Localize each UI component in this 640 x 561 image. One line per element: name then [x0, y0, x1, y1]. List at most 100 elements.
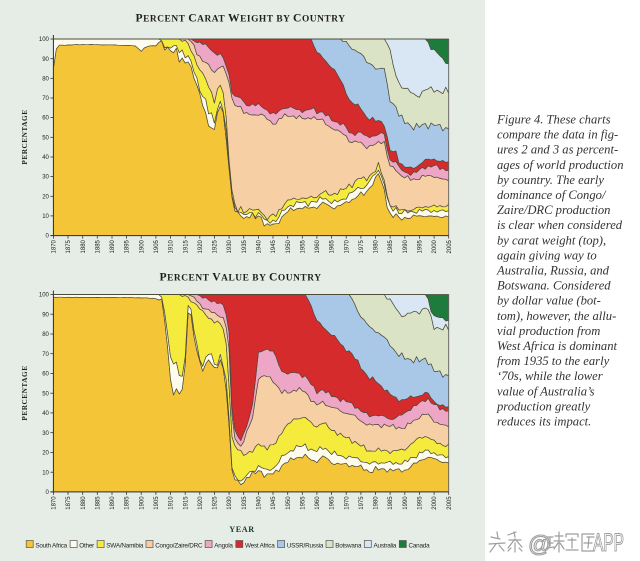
svg-text:1960: 1960 [315, 239, 321, 253]
svg-text:1930: 1930 [227, 496, 233, 510]
svg-text:1945: 1945 [271, 239, 277, 253]
svg-text:Zaire/DRC production: Zaire/DRC production [497, 203, 610, 217]
svg-text:1995: 1995 [418, 239, 424, 253]
svg-text:1980: 1980 [374, 496, 380, 510]
svg-text:by country. The early: by country. The early [497, 173, 604, 187]
svg-text:70: 70 [42, 352, 49, 358]
svg-text:1955: 1955 [300, 239, 306, 253]
svg-text:‘70s, while the lower: ‘70s, while the lower [497, 369, 603, 383]
svg-text:@: @ [528, 531, 551, 557]
svg-text:value of Australia’s: value of Australia’s [497, 384, 595, 398]
svg-text:PERCENT VALUE BY COUNTRY: PERCENT VALUE BY COUNTRY [159, 271, 321, 284]
svg-text:2000: 2000 [432, 496, 438, 510]
svg-text:1950: 1950 [286, 496, 292, 510]
svg-text:South Africa: South Africa [35, 542, 67, 549]
svg-text:Botswana. Considered: Botswana. Considered [497, 279, 611, 293]
svg-text:1980: 1980 [374, 239, 380, 253]
svg-text:30: 30 [42, 431, 49, 437]
svg-text:tom), however, the allu-: tom), however, the allu- [497, 309, 616, 323]
svg-text:by carat weight (top),: by carat weight (top), [497, 233, 606, 247]
svg-text:production greatly: production greatly [496, 399, 591, 413]
svg-text:1890: 1890 [110, 239, 116, 253]
svg-text:1875: 1875 [66, 496, 72, 510]
svg-text:1935: 1935 [242, 239, 248, 253]
svg-text:West Africa: West Africa [245, 542, 275, 549]
svg-text:70: 70 [42, 96, 49, 102]
svg-text:1990: 1990 [403, 239, 409, 253]
svg-text:1975: 1975 [359, 239, 365, 253]
svg-text:SWA/Namibia: SWA/Namibia [106, 542, 144, 549]
svg-text:1970: 1970 [344, 496, 350, 510]
svg-text:20: 20 [42, 194, 49, 200]
svg-text:1870: 1870 [52, 496, 58, 510]
svg-text:1940: 1940 [257, 239, 263, 253]
svg-text:ures 2 and 3 as percent-: ures 2 and 3 as percent- [497, 143, 618, 157]
svg-text:1925: 1925 [213, 239, 219, 253]
svg-text:Botswana: Botswana [335, 542, 362, 549]
svg-text:ages of world production: ages of world production [497, 158, 624, 172]
svg-text:1925: 1925 [213, 496, 219, 510]
svg-text:60: 60 [42, 372, 49, 378]
svg-text:Australia: Australia [374, 542, 397, 549]
svg-text:2005: 2005 [447, 496, 453, 510]
svg-text:1895: 1895 [125, 496, 131, 510]
svg-text:1885: 1885 [95, 239, 101, 253]
svg-text:Canada: Canada [409, 542, 431, 549]
svg-text:reduces its impact.: reduces its impact. [497, 415, 591, 429]
svg-text:10: 10 [42, 214, 49, 220]
svg-text:1965: 1965 [330, 239, 336, 253]
svg-text:from 1935 to the early: from 1935 to the early [497, 354, 610, 368]
svg-text:1950: 1950 [286, 239, 292, 253]
svg-text:40: 40 [42, 411, 49, 417]
svg-text:compare the data in fig-: compare the data in fig- [497, 128, 618, 142]
svg-text:1915: 1915 [183, 239, 189, 253]
svg-text:20: 20 [42, 451, 49, 457]
svg-text:YEAR: YEAR [229, 525, 255, 534]
svg-text:1930: 1930 [227, 239, 233, 253]
svg-text:USSR/Russia: USSR/Russia [287, 542, 324, 549]
svg-text:1910: 1910 [169, 239, 175, 253]
svg-text:1985: 1985 [388, 496, 394, 510]
svg-text:1960: 1960 [315, 496, 321, 510]
svg-text:80: 80 [42, 332, 49, 338]
svg-text:90: 90 [42, 312, 49, 318]
svg-text:0: 0 [46, 490, 50, 496]
svg-text:50: 50 [42, 391, 49, 397]
svg-text:2005: 2005 [447, 239, 453, 253]
svg-text:West Africa is dominant: West Africa is dominant [497, 339, 617, 353]
svg-text:1990: 1990 [403, 496, 409, 510]
svg-text:1975: 1975 [359, 496, 365, 510]
svg-text:1985: 1985 [388, 239, 394, 253]
svg-text:30: 30 [42, 175, 49, 181]
svg-text:PERCENTAGE: PERCENTAGE [20, 109, 29, 164]
svg-text:vial production from: vial production from [497, 324, 600, 338]
svg-text:1900: 1900 [139, 496, 145, 510]
svg-text:1905: 1905 [154, 239, 160, 253]
svg-text:1890: 1890 [110, 496, 116, 510]
svg-text:1920: 1920 [198, 496, 204, 510]
svg-text:1945: 1945 [271, 496, 277, 510]
svg-text:2000: 2000 [432, 239, 438, 253]
svg-text:90: 90 [42, 57, 49, 63]
svg-text:1905: 1905 [154, 496, 160, 510]
svg-text:1885: 1885 [95, 496, 101, 510]
svg-text:Figure 4. These charts: Figure 4. These charts [496, 113, 611, 127]
svg-text:60: 60 [42, 116, 49, 122]
svg-text:1940: 1940 [257, 496, 263, 510]
svg-text:0: 0 [46, 234, 50, 240]
svg-text:1880: 1880 [81, 239, 87, 253]
svg-text:APP: APP [593, 529, 624, 557]
svg-text:40: 40 [42, 155, 49, 161]
svg-text:1870: 1870 [52, 239, 58, 253]
svg-text:1920: 1920 [198, 239, 204, 253]
svg-text:100: 100 [39, 293, 50, 299]
svg-text:Congo/Zaire/DRC: Congo/Zaire/DRC [155, 542, 203, 549]
svg-text:1955: 1955 [300, 496, 306, 510]
svg-text:PERCENTAGE: PERCENTAGE [20, 365, 29, 420]
svg-text:Other: Other [79, 542, 94, 549]
svg-text:1915: 1915 [183, 496, 189, 510]
svg-text:by dollar value (bot-: by dollar value (bot- [497, 294, 601, 308]
svg-text:1995: 1995 [418, 496, 424, 510]
svg-text:PERCENT CARAT WEIGHT BY COUNTR: PERCENT CARAT WEIGHT BY COUNTRY [135, 12, 345, 25]
svg-text:again giving way to: again giving way to [497, 248, 597, 262]
